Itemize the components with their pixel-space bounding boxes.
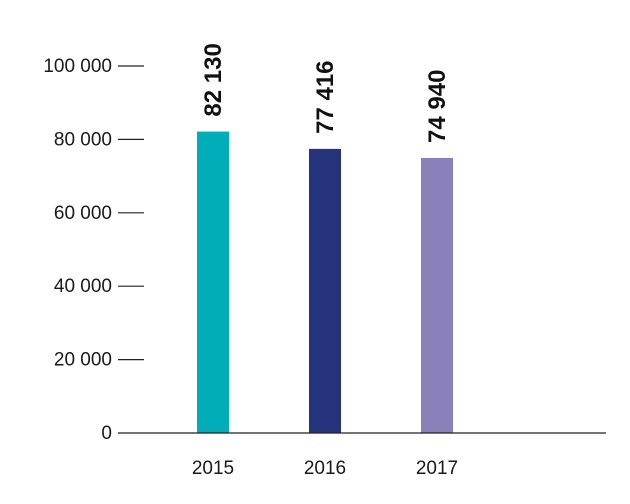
bar-2017 [421,157,453,433]
category-label-2017: 2017 [416,458,458,479]
value-label-2016: 77 416 [312,60,339,133]
y-axis: 0 20 000 40 000 60 000 80 000 100 000 [43,56,144,444]
bar-2016 [309,148,341,433]
y-tick-label: 60 000 [54,203,112,224]
x-axis: 2015 2016 2017 [118,432,606,479]
bar-2015 [197,131,229,434]
category-label-2015: 2015 [192,458,234,479]
value-label-2017: 74 940 [424,70,451,143]
y-tick-label: 80 000 [54,129,112,150]
y-tick-label: 20 000 [54,350,112,371]
y-tick-label: 0 [101,423,112,444]
value-label-2015: 82 130 [200,43,227,116]
y-tick-label: 40 000 [54,276,112,297]
bars: 82 130 77 416 74 940 [197,43,453,434]
category-label-2016: 2016 [304,458,346,479]
y-tick-label: 100 000 [43,56,112,77]
